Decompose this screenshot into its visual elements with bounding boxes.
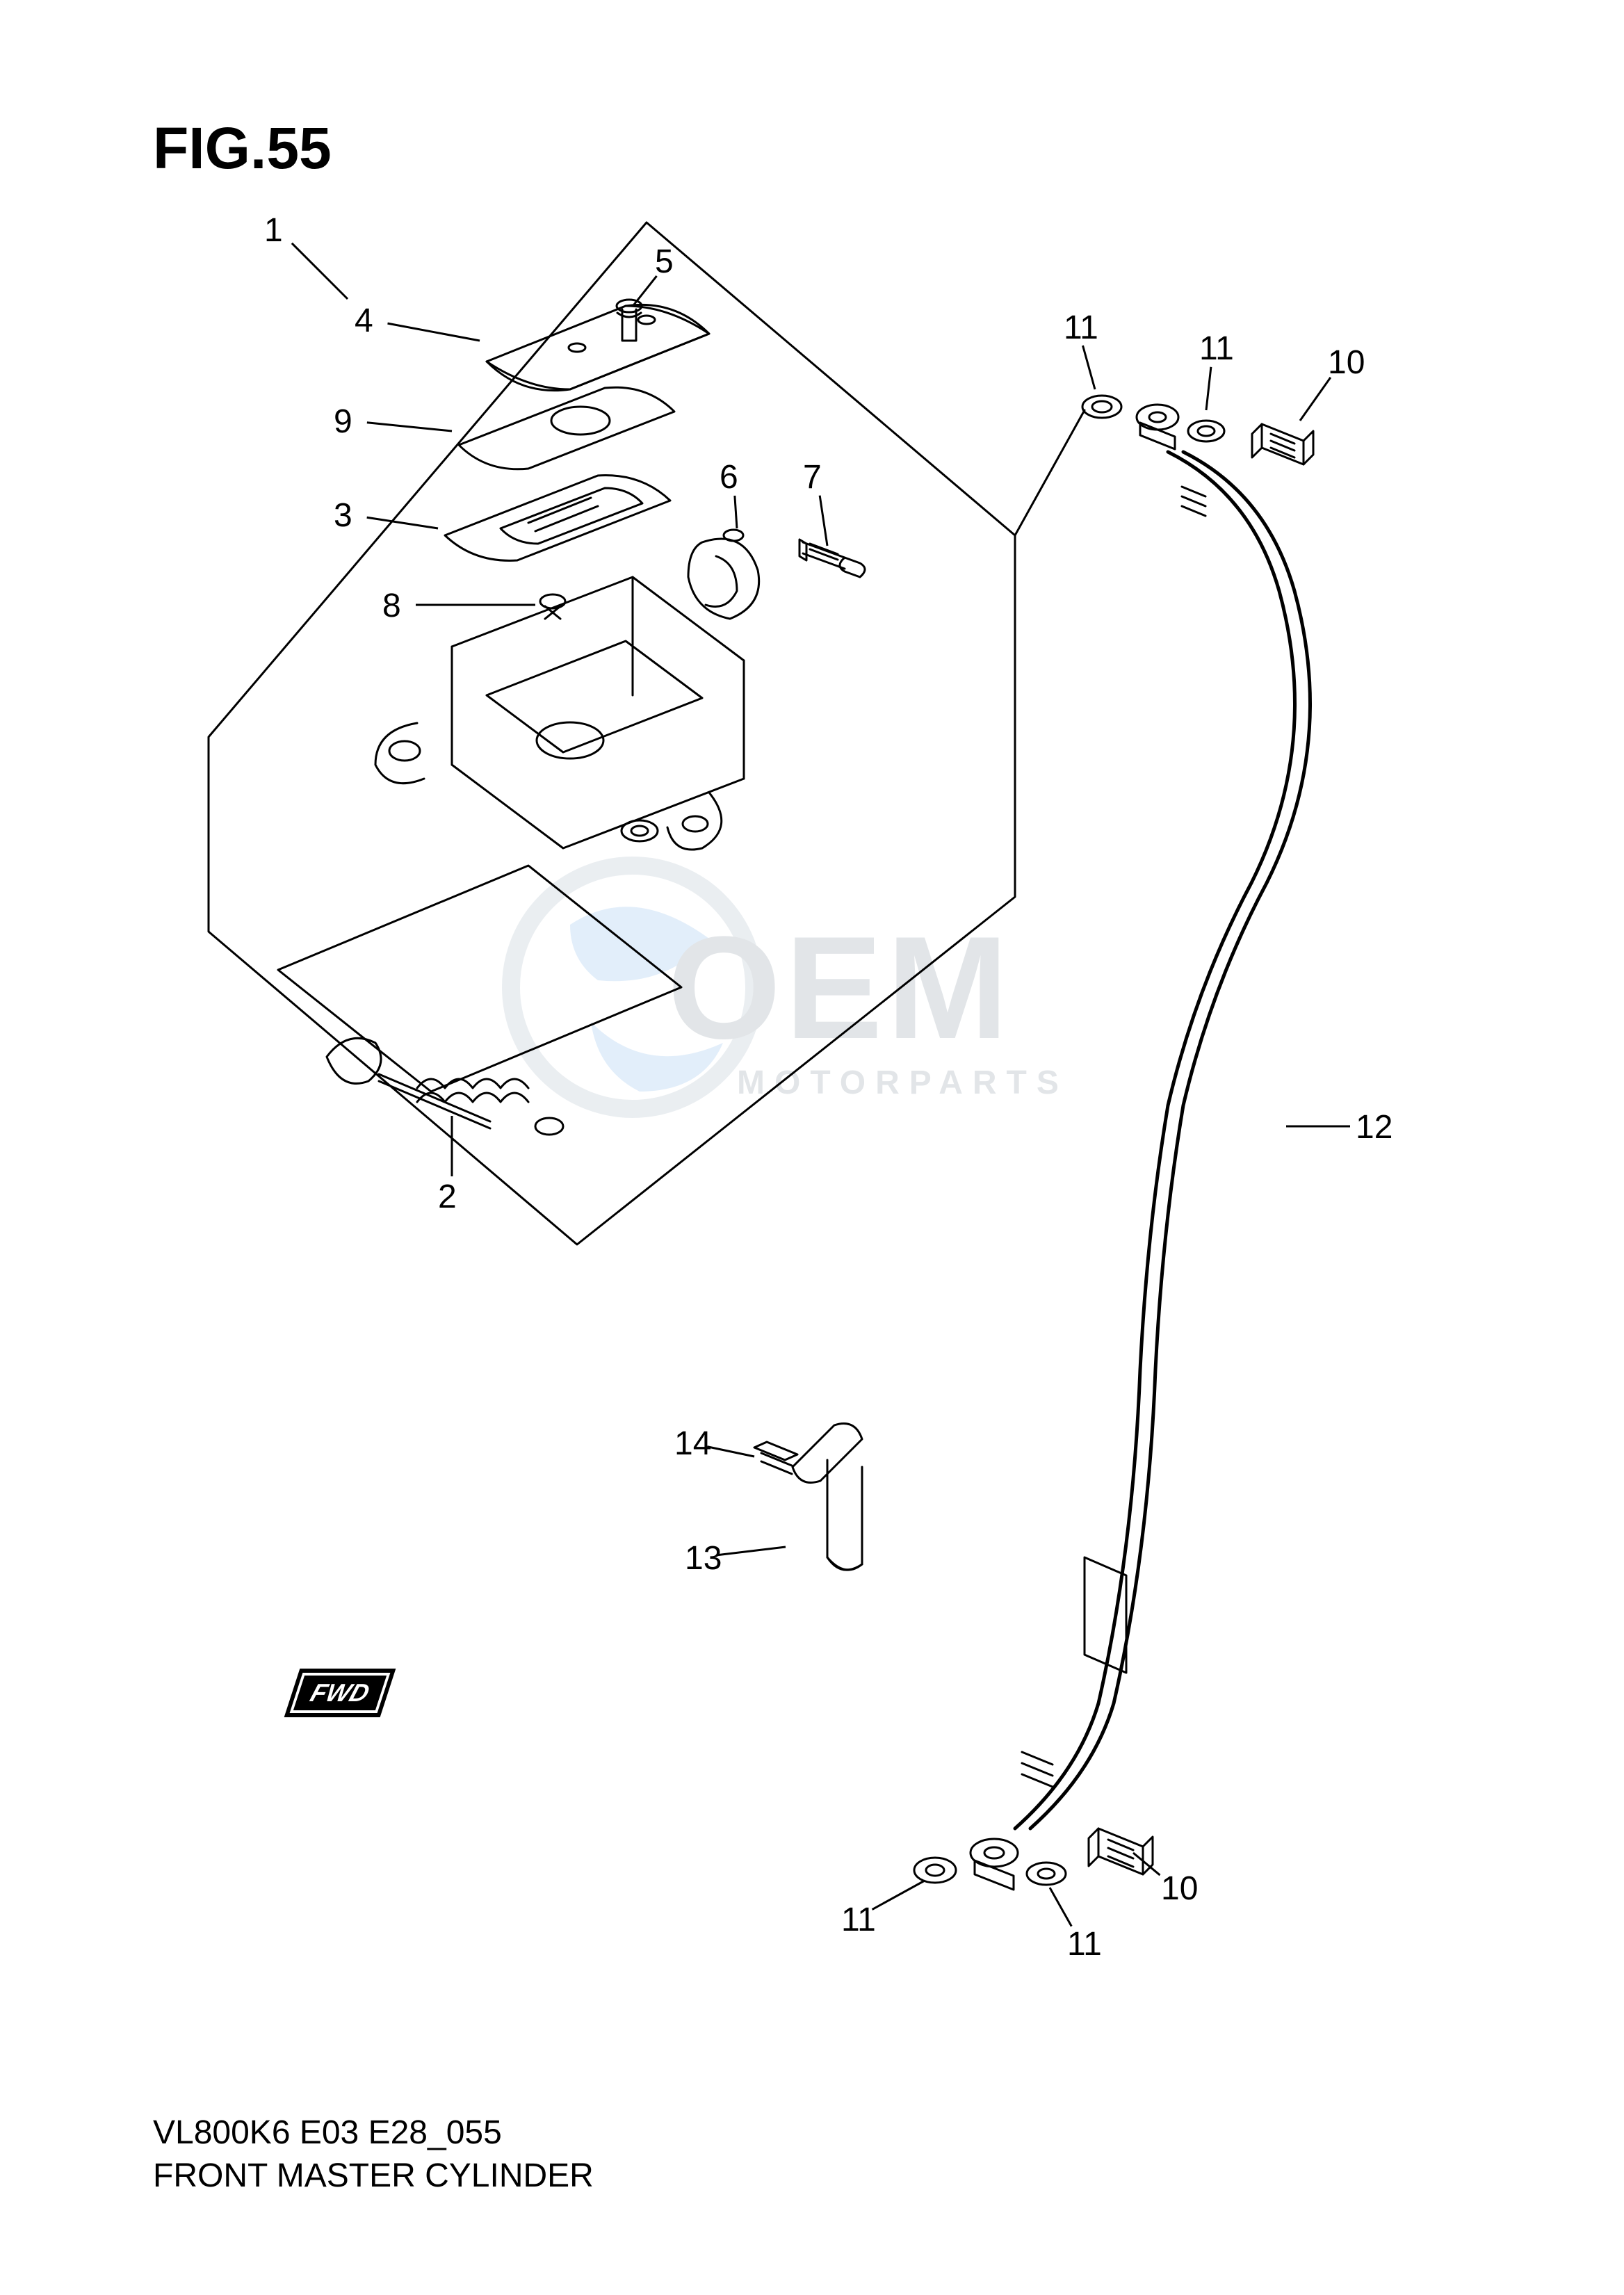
exploded-diagram [0,0,1624,2295]
footer-part-title: FRONT MASTER CYLINDER [153,2157,594,2195]
callout-7: 7 [803,458,822,496]
callout-3: 3 [334,496,352,535]
callout-8: 8 [382,587,401,625]
callout-1: 1 [264,211,283,250]
callout-13: 13 [685,1539,722,1578]
callout-2: 2 [438,1178,457,1216]
callout-10: 10 [1328,343,1365,382]
fwd-badge-text: FWD [307,1678,373,1708]
callout-10: 10 [1161,1870,1198,1908]
callout-11: 11 [1064,309,1098,347]
callout-11: 11 [841,1901,876,1939]
callout-14: 14 [674,1425,711,1463]
callout-12: 12 [1356,1108,1392,1146]
callout-11: 11 [1199,330,1234,368]
callout-5: 5 [655,243,674,281]
callout-11: 11 [1067,1925,1102,1963]
fwd-direction-badge: FWD [284,1669,396,1717]
callout-9: 9 [334,403,352,441]
callout-6: 6 [720,458,738,496]
footer-model-code: VL800K6 E03 E28_055 [153,2114,502,2152]
callout-4: 4 [355,302,373,340]
